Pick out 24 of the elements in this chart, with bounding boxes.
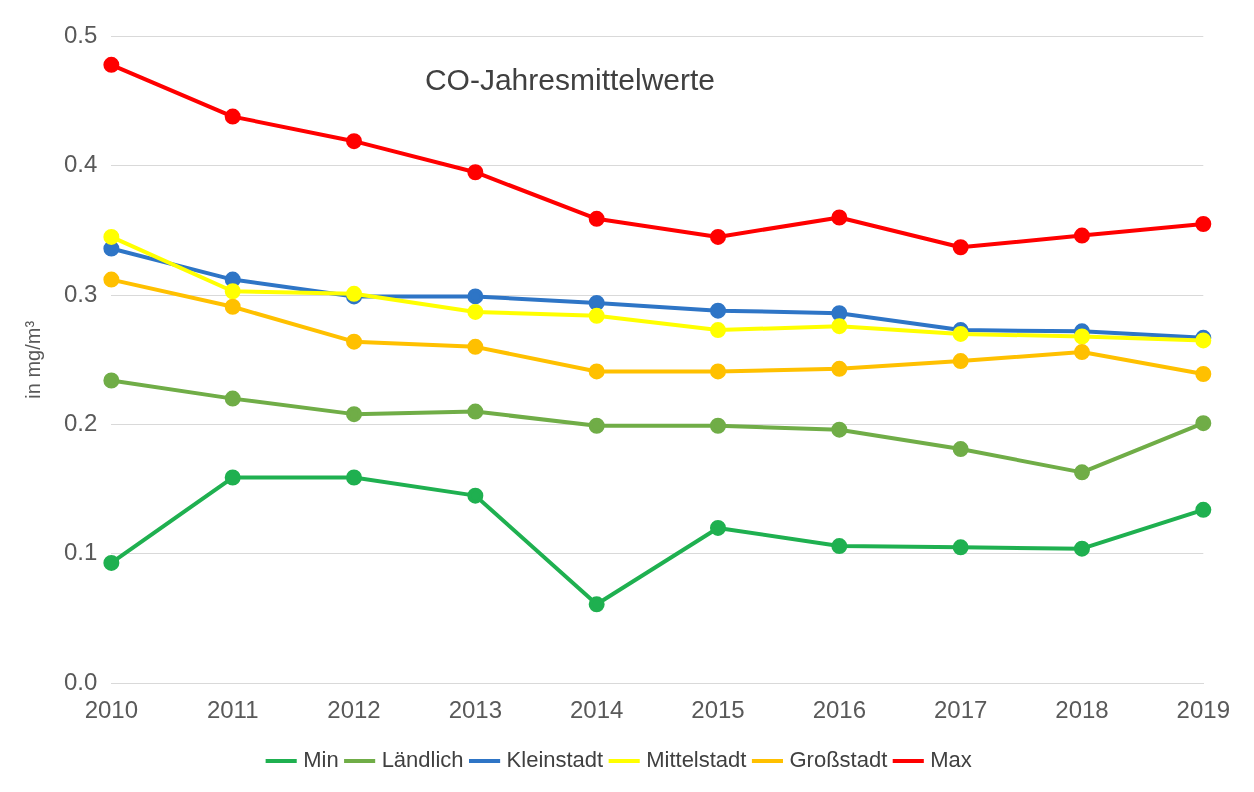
x-tick-label: 2010 [84,696,139,724]
legend-label: Kleinstadt [506,747,604,773]
y-tick-label: 0.4 [63,150,98,178]
y-tick-label: 0.2 [63,409,98,437]
legend-label: Ländlich [381,747,464,773]
x-tick-label: 2019 [1176,696,1230,724]
x-tick-label: 2012 [327,696,381,724]
legend-label: Mittelstadt [646,747,747,773]
x-tick-label: 2014 [569,696,624,724]
y-tick-label: 0.3 [63,279,98,307]
y-tick-label: 0.0 [63,667,98,695]
x-tick-label: 2015 [691,696,745,724]
legend-label: Großstadt [789,747,888,773]
x-tick-label: 2017 [933,696,988,724]
y-tick-label: 0.5 [63,21,98,49]
legend-label: Max [930,747,972,773]
x-tick-label: 2018 [1055,696,1109,724]
y-tick-label: 0.1 [63,538,98,566]
text: CO-Jahresmittelwerte [424,62,716,96]
x-tick-label: 2013 [448,696,503,724]
y-axis-title: in mg/m³ [21,320,44,399]
legend-label: Min [303,747,339,773]
x-tick-label: 2016 [812,696,867,724]
x-tick-label: 2011 [206,696,259,724]
